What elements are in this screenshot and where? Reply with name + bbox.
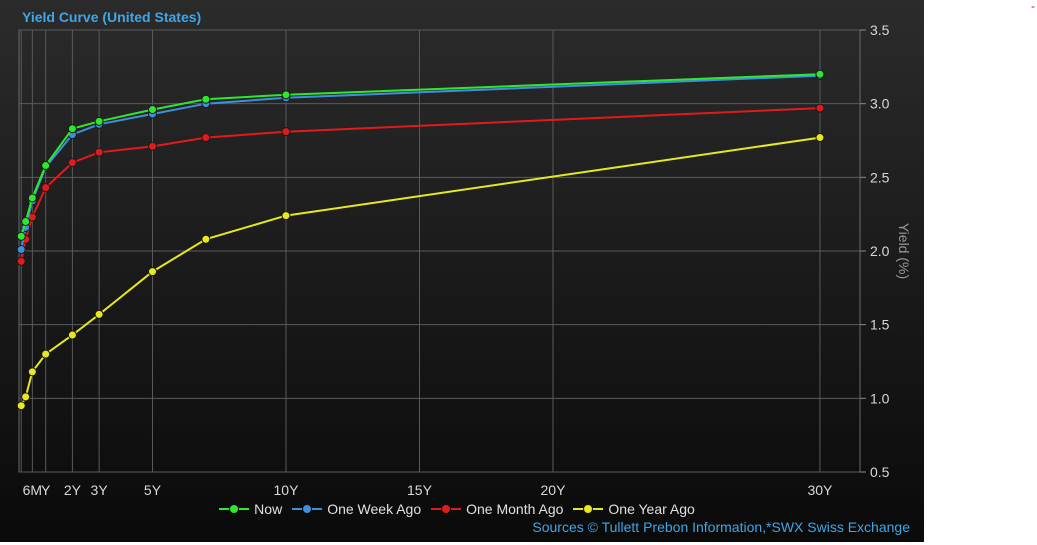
series-line <box>20 136 821 407</box>
data-point <box>201 94 211 104</box>
data-point <box>201 234 211 244</box>
data-point <box>815 103 825 113</box>
data-point <box>281 90 291 100</box>
legend-item[interactable]: Now <box>219 501 282 517</box>
data-point <box>27 193 37 203</box>
legend-item[interactable]: One Week Ago <box>292 501 421 517</box>
y-tick-label: 2.0 <box>870 243 890 259</box>
data-point <box>94 309 104 319</box>
data-point <box>41 161 51 171</box>
data-point <box>21 217 31 227</box>
y-tick-label: 2.5 <box>870 169 890 185</box>
y-tick-label: 1.5 <box>870 317 890 333</box>
data-point <box>147 105 157 115</box>
sources-text[interactable]: Sources © Tullett Prebon Information,*SW… <box>532 519 910 535</box>
y-axis-label: Yield (%) <box>896 223 912 279</box>
x-tick-label: 6M <box>23 482 42 498</box>
data-point <box>147 141 157 151</box>
data-point <box>16 231 26 241</box>
x-tick-label: 20Y <box>541 482 567 498</box>
legend-label: One Year Ago <box>608 501 695 517</box>
corner-mark: - <box>1031 0 1035 13</box>
data-point <box>281 211 291 221</box>
data-point <box>94 116 104 126</box>
data-point <box>281 127 291 137</box>
x-tick-label: 5Y <box>144 482 162 498</box>
legend-item[interactable]: One Year Ago <box>573 501 695 517</box>
series-line <box>20 73 821 237</box>
data-point <box>21 392 31 402</box>
data-point <box>27 367 37 377</box>
data-point <box>67 158 77 168</box>
y-tick-label: 1.0 <box>870 390 890 406</box>
plot-area: 0.5 1.0 1.5 2.0 2.5 3.0 3.5 6MY 2Y 3Y 5Y 10Y 15Y 20Y 3… <box>16 22 912 498</box>
data-point <box>16 401 26 411</box>
x-tick-label: 15Y <box>407 482 433 498</box>
x-tick-label: 2Y <box>64 482 82 498</box>
legend-label: One Month Ago <box>466 501 564 517</box>
data-point <box>201 133 211 143</box>
data-point <box>67 330 77 340</box>
legend-swatch <box>431 504 462 514</box>
series-line <box>20 74 821 250</box>
x-tick-label: 30Y <box>807 482 833 498</box>
legend-swatch <box>219 504 250 514</box>
legend-swatch <box>573 504 604 514</box>
y-tick-label: 0.5 <box>870 464 890 480</box>
y-tick-label: 3.0 <box>870 96 890 112</box>
x-tick-label: 3Y <box>91 482 109 498</box>
legend-label: Now <box>254 501 283 517</box>
x-tick-label: Y <box>41 482 51 498</box>
chart-title: Yield Curve (United States) <box>22 9 202 25</box>
data-point <box>67 124 77 134</box>
legend-swatch <box>292 504 323 514</box>
legend: Now One Week Ago One Month Ago One Year Ago <box>0 501 924 517</box>
series-line <box>20 107 821 262</box>
data-point <box>16 245 26 255</box>
data-point <box>815 133 825 143</box>
legend-item[interactable]: One Month Ago <box>431 501 563 517</box>
chart-panel: Yield Curve (United States) 0.5 1.0 1.5 2.0… <box>0 0 924 542</box>
legend-label: One Week Ago <box>327 501 422 517</box>
data-point <box>94 147 104 157</box>
data-point <box>815 69 825 79</box>
data-point <box>41 183 51 193</box>
y-tick-label: 3.5 <box>870 22 890 38</box>
data-point <box>41 349 51 359</box>
data-point <box>16 256 26 266</box>
data-point <box>147 267 157 277</box>
x-tick-label: 10Y <box>274 482 300 498</box>
